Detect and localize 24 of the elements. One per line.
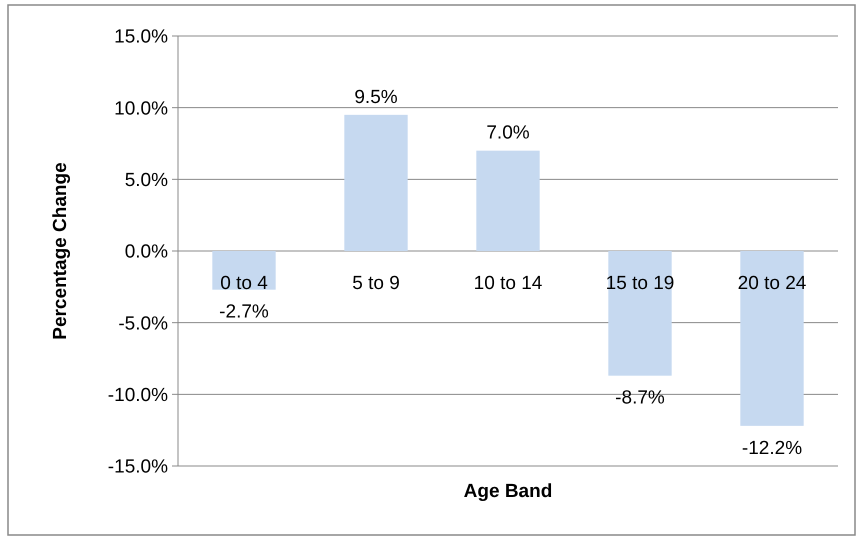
bar <box>476 150 540 251</box>
data-label: 7.0% <box>486 122 530 144</box>
y-tick-label: 15.0% <box>114 26 168 48</box>
y-axis-title: Percentage Change <box>50 162 71 340</box>
x-tick-label: 10 to 14 <box>474 273 543 294</box>
x-axis-title: Age Band <box>464 481 552 502</box>
y-tick-label: -15.0% <box>108 456 168 478</box>
x-tick-label: 15 to 19 <box>606 273 674 294</box>
data-label: -12.2% <box>742 438 802 459</box>
data-label: -8.7% <box>615 388 665 409</box>
data-label: -2.7% <box>219 302 269 323</box>
bar <box>608 251 672 376</box>
bar <box>740 251 804 426</box>
data-label: 9.5% <box>354 86 398 108</box>
y-tick-label: -5.0% <box>118 313 168 334</box>
x-tick-label: 5 to 9 <box>352 273 400 294</box>
bar <box>344 114 408 251</box>
y-tick-label: 0.0% <box>124 242 168 263</box>
y-tick-label: 5.0% <box>124 170 168 191</box>
y-tick-label: 10.0% <box>114 98 168 120</box>
x-tick-label: 20 to 24 <box>738 273 807 294</box>
x-tick-label: 0 to 4 <box>220 273 268 294</box>
bar <box>212 251 276 290</box>
y-tick-label: -10.0% <box>108 384 168 406</box>
